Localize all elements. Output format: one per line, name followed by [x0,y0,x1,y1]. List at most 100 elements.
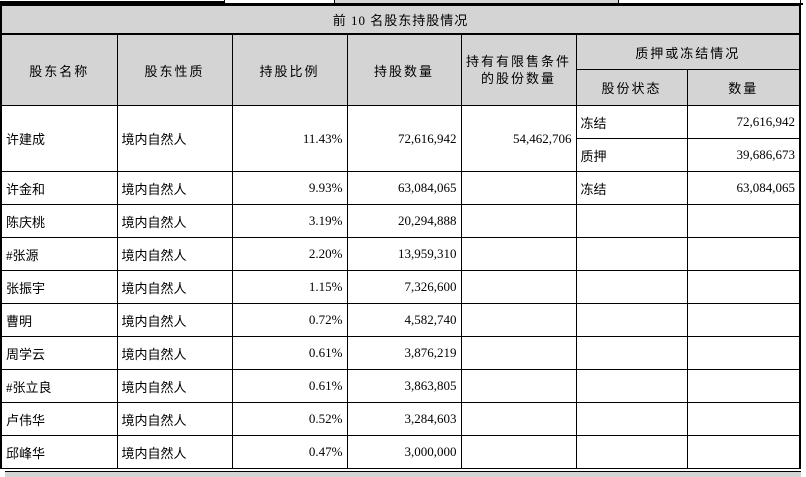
cell-shareholding-ratio: 0.72% [231,303,348,337]
top10-shareholders-table: 前 10 名股东持股情况 股东名称 股东性质 持股比例 持股数量 持有有限售条件… [0,5,802,469]
sliver-border-segment [0,1,224,3]
cell-share-status [575,369,688,403]
cell-shareholder-nature: 境内自然人 [116,237,233,271]
table-row: 质押 39,686,673 [1,138,801,172]
cell-pledge-quantity [686,204,801,238]
cell-shareholding-ratio: 2.20% [231,237,348,271]
col-header-quantity: 数量 [686,69,801,106]
table-row: 卢伟华 境内自然人 0.52% 3,284,603 [0,402,801,436]
cell-shareholding-ratio: 1.15% [231,270,348,304]
cell-share-status [575,204,688,238]
cell-share-status: 质押 [575,138,688,172]
cell-shares-held: 3,000,000 [346,435,462,469]
sliver-divider [800,0,801,3]
table-row: 陈庆桃 境内自然人 3.19% 20,294,888 [0,204,801,238]
cell-pledge-quantity: 72,616,942 [686,105,801,139]
cell-shareholding-ratio: 3.19% [231,204,348,238]
cell-share-status: 冻结 [575,105,688,139]
col-header-shareholder-nature: 股东性质 [116,33,233,106]
cell-shareholder-name: 许金和 [0,171,118,205]
cell-pledge-quantity [686,435,801,469]
table-row: 张振宇 境内自然人 1.15% 7,326,600 [0,270,801,304]
table-title: 前 10 名股东持股情况 [0,5,801,35]
cell-pledge-quantity: 39,686,673 [686,138,801,172]
cell-pledge-quantity [686,369,801,403]
table-row: 周学云 境内自然人 0.61% 3,876,219 [0,336,801,370]
cell-shareholder-name: 陈庆桃 [0,204,118,238]
cell-restricted-shares [460,402,577,436]
cell-restricted-shares [460,336,577,370]
sliver-divider [224,0,225,3]
sliver-divider [334,0,335,3]
cell-pledge-quantity [686,336,801,370]
cell-shareholder-name: 曹明 [0,303,118,337]
cell-shareholder-name: 卢伟华 [0,402,118,436]
cell-restricted-shares [460,303,577,337]
cell-pledge-quantity: 63,084,065 [686,171,801,205]
sliver-divider [618,0,619,3]
table-row: 邱峰华 境内自然人 0.47% 3,000,000 [0,435,801,469]
cell-shareholder-name: 邱峰华 [0,435,118,469]
cell-shareholding-ratio: 0.47% [231,435,348,469]
cell-restricted-shares [460,270,577,304]
cell-share-status [575,270,688,304]
restricted-line2: 的股份数量 [480,71,556,86]
restricted-line1: 持有有限售条件 [465,54,571,69]
col-header-shares-held: 持股数量 [346,33,462,106]
col-header-shareholding-ratio: 持股比例 [231,33,348,106]
cell-pledge-quantity [686,237,801,271]
cell-share-status [575,435,688,469]
cell-shareholder-nature: 境内自然人 [116,303,233,337]
cell-shares-held: 63,084,065 [346,171,462,205]
cell-restricted-shares [460,237,577,271]
cell-restricted-shares [460,435,577,469]
cell-pledge-quantity [686,270,801,304]
cell-restricted-shares [460,171,577,205]
table-row: 曹明 境内自然人 0.72% 4,582,740 [0,303,801,337]
cell-shares-held: 13,959,310 [346,237,462,271]
cell-shareholding-ratio: 9.93% [231,171,348,205]
cell-shares-held: 4,582,740 [346,303,462,337]
cell-shares-held: 72,616,942 [346,105,462,172]
cell-shareholding-ratio: 0.61% [231,336,348,370]
table-row: #张立良 境内自然人 0.61% 3,863,805 [0,369,801,403]
cell-shareholder-name: 张振宇 [0,270,118,304]
cell-shareholding-ratio: 0.52% [231,402,348,436]
cell-shareholding-ratio: 11.43% [231,105,348,172]
cell-shareholding-ratio: 0.61% [231,369,348,403]
cell-restricted-shares: 54,462,706 [460,105,577,172]
previous-row-sliver [0,0,803,5]
cell-shareholder-nature: 境内自然人 [116,369,233,403]
col-header-shareholder-name: 股东名称 [0,33,118,106]
header-row-1: 股东名称 股东性质 持股比例 持股数量 持有有限售条件 的股份数量 质押或冻结情况 [0,33,801,106]
table-row: #张源 境内自然人 2.20% 13,959,310 [0,237,801,271]
table-title-row: 前 10 名股东持股情况 [0,5,801,35]
table-row: 许建成 境内自然人 11.43% 72,616,942 54,462,706 冻… [0,105,801,172]
cell-shareholder-nature: 境内自然人 [116,435,233,469]
col-header-share-status: 股份状态 [575,69,688,106]
col-header-restricted-shares: 持有有限售条件 的股份数量 [460,33,577,106]
cell-pledge-quantity [686,402,801,436]
header-row-2: 股份状态 数量 [1,69,801,106]
cell-shares-held: 20,294,888 [346,204,462,238]
cell-shareholder-nature: 境内自然人 [116,336,233,370]
cell-shareholder-name: 周学云 [0,336,118,370]
cell-shareholder-nature: 境内自然人 [116,105,233,172]
cell-shareholder-nature: 境内自然人 [116,171,233,205]
cell-share-status: 冻结 [575,171,688,205]
cell-shares-held: 7,326,600 [346,270,462,304]
sliver-grey-cell [335,0,618,3]
cell-shares-held: 3,876,219 [346,336,462,370]
table-row: 许金和 境内自然人 9.93% 63,084,065 冻结 63,084,065 [0,171,801,205]
cell-shareholder-nature: 境内自然人 [116,402,233,436]
cell-share-status [575,237,688,271]
next-section-band [5,471,801,477]
cell-share-status [575,402,688,436]
cell-pledge-quantity [686,303,801,337]
cell-share-status [575,336,688,370]
cell-restricted-shares [460,369,577,403]
col-header-pledge-or-freeze: 质押或冻结情况 [575,33,801,70]
cell-shareholder-nature: 境内自然人 [116,270,233,304]
cell-shareholder-name: 许建成 [0,105,118,172]
cell-restricted-shares [460,204,577,238]
